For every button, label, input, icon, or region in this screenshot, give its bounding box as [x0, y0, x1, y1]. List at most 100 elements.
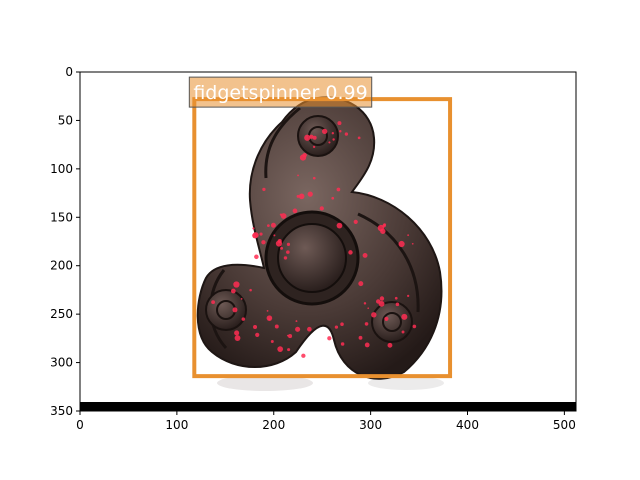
y-tick-label: 150 [50, 210, 73, 224]
speckle-dot [277, 239, 282, 244]
speckle-dot [337, 121, 342, 126]
detection-label-background [188, 76, 373, 108]
speckle-dot [292, 208, 298, 214]
speckle-dot [336, 187, 341, 192]
speckle-dot [253, 324, 258, 329]
speckle-dot [312, 145, 316, 149]
speckle-dot [412, 324, 417, 329]
speckle-dot [340, 322, 344, 326]
speckle-dot [304, 134, 311, 141]
speckle-dot [380, 228, 386, 234]
bearing-left [205, 289, 247, 331]
speckle-dot [384, 316, 389, 321]
fidget-spinner-image [196, 96, 443, 380]
speckle-dot [364, 342, 370, 348]
x-tick-label: 100 [165, 418, 188, 432]
y-tick-label: 300 [50, 356, 73, 370]
speckle-dot [296, 194, 300, 198]
detection-label: fidgetspinner 0.99 [193, 82, 367, 104]
speckle-dot [295, 320, 298, 323]
y-tick-label: 250 [50, 307, 73, 321]
speckle-dot [240, 298, 243, 300]
x-tick-label: 0 [76, 418, 84, 432]
speckle-dot [273, 234, 276, 237]
speckle-dot [286, 250, 290, 254]
center-hub [277, 223, 347, 293]
speckle-dot [301, 353, 306, 358]
speckle-dot [299, 154, 307, 161]
speckle-dot [394, 296, 398, 300]
speckle-dot [252, 227, 255, 230]
speckle-dot [312, 176, 316, 180]
reflection-right [368, 376, 444, 390]
speckle-dot [307, 326, 312, 332]
y-tick-label: 0 [65, 65, 73, 79]
speckle-dot [339, 130, 342, 133]
speckle-dot [357, 136, 361, 140]
x-tick-label: 300 [359, 418, 382, 432]
image-area: fidgetspinner 0.99 [80, 72, 576, 411]
speckle-dot [232, 307, 238, 313]
speckle-dot [332, 138, 335, 141]
speckle-dot [401, 330, 405, 334]
speckles [211, 121, 417, 358]
speckle-dot [286, 242, 291, 246]
speckle-dot [364, 322, 369, 326]
axes-frame [79, 71, 577, 412]
speckle-dot [252, 232, 259, 239]
speckle-dot [249, 288, 252, 292]
speckle-dot [398, 240, 405, 248]
speckle-dot [266, 315, 273, 321]
speckle-dot [358, 281, 364, 287]
speckle-dot [353, 219, 358, 224]
speckle-dot [230, 288, 236, 294]
speckle-dot [295, 326, 301, 332]
speckle-dot [344, 132, 349, 136]
x-tick-label: 400 [456, 418, 479, 432]
speckle-dot [379, 296, 385, 301]
speckle-dot [270, 340, 274, 343]
speckle-dot [407, 234, 410, 237]
speckle-dot [376, 299, 381, 304]
speckle-dot [280, 213, 287, 219]
image-bottom-bar [80, 402, 576, 411]
y-tick-label: 350 [50, 404, 73, 418]
speckle-dot [255, 332, 260, 337]
speckle-dot [331, 132, 334, 135]
speckle-dot [340, 342, 345, 346]
speckle-dot [297, 174, 299, 177]
speckle-dot [387, 342, 393, 348]
y-tick-label: 200 [50, 259, 73, 273]
speckle-dot [283, 256, 288, 260]
speckle-dot [234, 330, 240, 336]
speckle-dot [411, 242, 414, 245]
x-tick-label: 500 [553, 418, 576, 432]
x-axis: 0 100 200 300 400 500 [76, 411, 576, 432]
speckle-dot [309, 134, 314, 139]
speckle-dot [277, 346, 284, 352]
speckle-dot [234, 335, 241, 341]
speckle-dot [287, 348, 291, 352]
bearing-top [297, 115, 339, 157]
speckle-dot [280, 246, 284, 250]
speckle-dot [348, 250, 353, 255]
speckle-dot [407, 294, 410, 298]
speckle-dot [211, 300, 216, 305]
speckle-dot [336, 222, 343, 229]
speckle-dot [274, 324, 279, 329]
speckle-dot [298, 193, 305, 200]
speckle-dot [268, 318, 271, 321]
speckle-dot [233, 281, 240, 288]
speckle-dot [382, 224, 386, 228]
speckle-dot [319, 206, 324, 211]
speckle-dot [266, 309, 269, 312]
speckle-dot [261, 240, 266, 245]
speckle-dot [371, 312, 377, 318]
speckle-dot [367, 307, 370, 310]
speckle-dot [241, 317, 246, 321]
bearing-right [371, 301, 413, 343]
speckle-dot [259, 232, 263, 236]
detections: fidgetspinner 0.99 [188, 76, 453, 379]
speckle-dot [307, 191, 313, 197]
